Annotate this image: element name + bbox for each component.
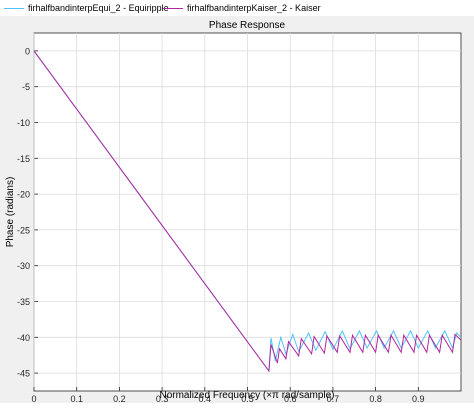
x-tick-label: 0.7 — [327, 394, 340, 403]
legend-swatch-equiripple — [4, 7, 24, 9]
x-tick-label: 0.6 — [284, 394, 297, 403]
y-tick-label: -25 — [17, 225, 30, 235]
y-tick-labels: 0 -5 -10 -15 -20 -25 -30 -35 -40 -45 — [17, 46, 30, 378]
x-tick-label: 0.9 — [412, 394, 425, 403]
y-tick-label: -20 — [17, 190, 30, 200]
series-line-kaiser[interactable] — [33, 50, 462, 373]
legend-label-equiripple: firhalfbandinterpEqui_2 - Equiripple — [28, 3, 169, 13]
x-tick-label: 0.2 — [113, 394, 126, 403]
grid-lines — [33, 33, 461, 391]
figure-area: Phase Response 0 -5 -10 -15 -20 -25 -30 -35 -40 -… — [0, 16, 474, 404]
x-tick-label: 0.4 — [199, 394, 212, 403]
x-tick-label: 0.8 — [369, 394, 382, 403]
x-axis-label: Normalized Frequency (×π rad/sample) — [159, 390, 334, 401]
legend-entry-equiripple[interactable]: firhalfbandinterpEqui_2 - Equiripple — [4, 2, 169, 14]
x-tick-label: 0.3 — [156, 394, 169, 403]
phase-response-chart[interactable]: Phase Response 0 -5 -10 -15 -20 -25 -30 -35 -40 -… — [0, 16, 474, 404]
legend-label-kaiser: firhalfbandinterpKaiser_2 - Kaiser — [187, 3, 321, 13]
y-tick-label: -35 — [17, 297, 30, 307]
y-tick-label: -40 — [17, 333, 30, 343]
series-lines — [33, 50, 462, 373]
y-tick-label: -10 — [17, 118, 30, 128]
chart-title: Phase Response — [209, 20, 286, 31]
y-tick-label: 0 — [25, 46, 30, 56]
y-axis-label: Phase (radians) — [5, 177, 16, 248]
y-tick-label: -15 — [17, 154, 30, 164]
legend-swatch-kaiser — [163, 7, 183, 9]
x-tick-label: 0.5 — [241, 394, 254, 403]
y-tick-label: -5 — [22, 82, 30, 92]
x-tick-label: 0.1 — [70, 394, 83, 403]
legend: firhalfbandinterpEqui_2 - Equiripple fir… — [0, 0, 474, 17]
x-tick-labels: 0 0.1 0.2 0.3 0.4 0.5 0.6 0.7 0.8 0.9 — [31, 394, 425, 404]
y-tick-label: -45 — [17, 369, 30, 379]
x-tick-label: 0 — [31, 394, 36, 403]
y-tick-label: -30 — [17, 261, 30, 271]
legend-entry-kaiser[interactable]: firhalfbandinterpKaiser_2 - Kaiser — [163, 2, 321, 14]
